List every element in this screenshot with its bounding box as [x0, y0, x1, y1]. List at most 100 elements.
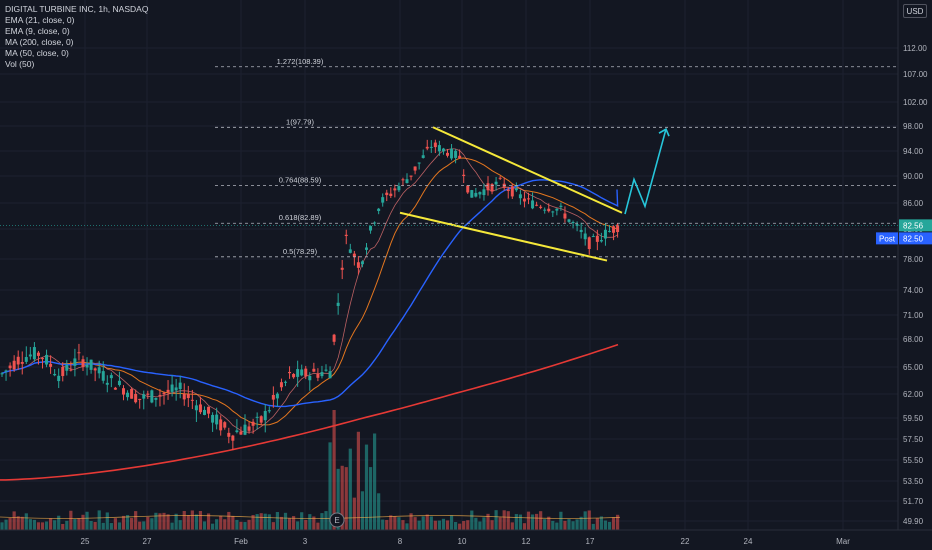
- candle-body: [393, 188, 397, 191]
- volume-bar: [166, 514, 170, 530]
- wedge-upper-trendline[interactable]: [432, 126, 623, 214]
- volume-bar: [61, 523, 65, 530]
- price-tick-label: 90.00: [903, 172, 924, 181]
- candle-body: [16, 356, 20, 365]
- candle-body: [105, 382, 109, 385]
- moving-averages: [0, 148, 619, 481]
- candle-body: [324, 369, 328, 371]
- candle-body: [401, 179, 405, 181]
- candle-body: [134, 393, 138, 403]
- volume-bar: [583, 511, 587, 530]
- price-tick-label: 53.50: [903, 477, 924, 486]
- candle-body: [421, 155, 425, 158]
- volume-bar: [255, 514, 259, 530]
- volume-bar: [202, 521, 207, 530]
- volume-bar: [478, 521, 482, 530]
- volume-bar: [279, 516, 284, 530]
- candle-body: [65, 364, 69, 371]
- legend-ema21[interactable]: EMA (21, close, 0): [5, 15, 75, 25]
- volume-bar: [368, 467, 373, 530]
- volume-bar: [28, 519, 32, 530]
- price-axis[interactable]: 112.00 107.00 102.00 98.00 94.00 90.00 86.00 82…: [897, 0, 928, 530]
- volume-bar: [89, 520, 93, 530]
- volume-bar: [211, 523, 215, 530]
- volume-bar: [559, 511, 563, 530]
- fib-level-label: 0.764(88.59): [279, 176, 322, 185]
- volume-bar: [482, 517, 486, 530]
- price-tick-label: 86.00: [903, 199, 924, 208]
- post-market-label-text: Post: [879, 234, 896, 243]
- candle-body: [296, 369, 300, 377]
- projection-arrowhead-icon: [658, 127, 670, 137]
- volume-bar: [223, 519, 227, 530]
- candle-body: [255, 416, 259, 418]
- volume-bar: [555, 522, 559, 530]
- candle-body: [190, 399, 194, 401]
- volume-bar: [101, 522, 105, 530]
- candle-body: [154, 397, 158, 400]
- candle-body: [531, 200, 535, 209]
- candle-body: [36, 352, 40, 356]
- volume-bar: [49, 518, 53, 530]
- candle-body: [587, 237, 591, 250]
- candle-body: [182, 393, 186, 400]
- candle-body: [389, 193, 393, 196]
- time-tick-label: 25: [81, 537, 90, 546]
- candle-body: [579, 229, 583, 233]
- candle-body: [89, 359, 93, 370]
- candle-body: [219, 419, 223, 431]
- candle-body: [101, 371, 105, 381]
- volume-bar: [312, 516, 316, 530]
- volume-bar: [267, 514, 271, 530]
- price-tick-label: 59.50: [903, 414, 924, 423]
- volume-bar: [125, 515, 130, 530]
- candle-body: [543, 209, 547, 211]
- volume-bar: [259, 513, 263, 530]
- candle-body: [490, 184, 494, 192]
- candle-body: [450, 148, 454, 159]
- trendlines[interactable]: [399, 126, 670, 262]
- candle-body: [320, 372, 324, 377]
- projection-path[interactable]: [624, 128, 667, 215]
- candle-body: [506, 189, 510, 192]
- candle-body: [603, 229, 607, 239]
- volume-bar: [93, 521, 97, 530]
- volume-bar: [563, 520, 567, 530]
- volume-bar: [243, 522, 247, 530]
- volume-bar: [530, 514, 535, 530]
- candle-body: [138, 398, 142, 400]
- time-axis[interactable]: 25 27 Feb 3 8 10 12 17 22 24 Mar: [0, 529, 932, 546]
- earnings-marker-icon[interactable]: [329, 512, 345, 528]
- volume-bar: [486, 513, 490, 530]
- volume-bar: [271, 522, 275, 530]
- time-tick-label: 10: [458, 537, 467, 546]
- legend-ema9[interactable]: EMA (9, close, 0): [5, 26, 70, 36]
- candle-body: [174, 387, 178, 391]
- fibonacci-levels[interactable]: 1.272(108.39) 1(97.79) 0.764(88.59) 0.618(8…: [215, 57, 898, 258]
- candle-body: [186, 394, 190, 399]
- volume-bar: [69, 510, 73, 530]
- volume-bar: [53, 520, 57, 530]
- volume-bar: [571, 521, 575, 530]
- currency-button[interactable]: USD: [903, 4, 927, 18]
- candle-body: [555, 208, 559, 211]
- volume-bar: [251, 515, 255, 530]
- fib-level-label: 1.272(108.39): [277, 57, 324, 66]
- candle-body: [474, 192, 478, 197]
- wedge-lower-trendline[interactable]: [399, 211, 608, 262]
- candle-body: [377, 208, 381, 211]
- candle-body: [514, 188, 518, 191]
- legend-ma200[interactable]: MA (200, close, 0): [5, 37, 74, 47]
- volume-bar: [579, 516, 583, 530]
- volume-bar: [441, 518, 446, 530]
- candle-body: [122, 388, 125, 395]
- candle-body: [356, 262, 360, 268]
- candle-body: [328, 371, 332, 379]
- legend-volume[interactable]: Vol (50): [5, 59, 35, 69]
- legend-ma50[interactable]: MA (50, close, 0): [5, 48, 69, 58]
- symbol-title[interactable]: DIGITAL TURBINE INC, 1h, NASDAQ: [5, 4, 149, 14]
- volume-bar: [130, 517, 134, 530]
- candle-body: [413, 166, 417, 171]
- volume-bar: [591, 523, 595, 530]
